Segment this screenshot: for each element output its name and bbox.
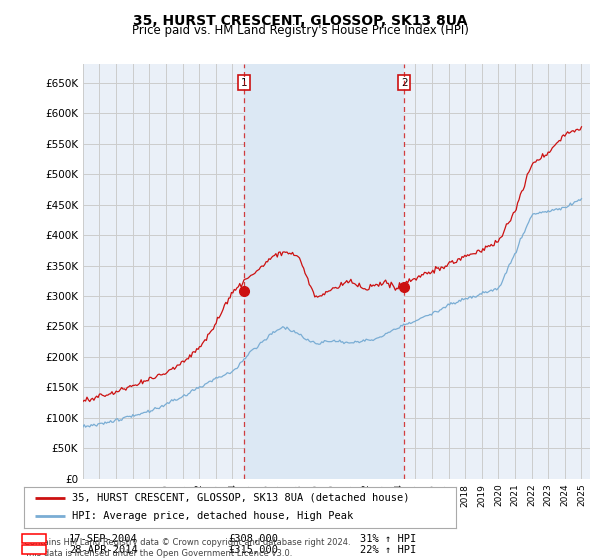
Text: 35, HURST CRESCENT, GLOSSOP, SK13 8UA (detached house): 35, HURST CRESCENT, GLOSSOP, SK13 8UA (d… (71, 493, 409, 503)
Text: 1: 1 (241, 78, 248, 88)
Text: 17-SEP-2004: 17-SEP-2004 (69, 534, 138, 544)
Text: 2: 2 (401, 78, 407, 88)
Text: HPI: Average price, detached house, High Peak: HPI: Average price, detached house, High… (71, 511, 353, 521)
Text: 1: 1 (31, 534, 38, 544)
Text: 22% ↑ HPI: 22% ↑ HPI (360, 545, 416, 555)
Text: Price paid vs. HM Land Registry's House Price Index (HPI): Price paid vs. HM Land Registry's House … (131, 24, 469, 37)
Text: 28-APR-2014: 28-APR-2014 (69, 545, 138, 555)
Text: £315,000: £315,000 (228, 545, 278, 555)
Text: Contains HM Land Registry data © Crown copyright and database right 2024.
This d: Contains HM Land Registry data © Crown c… (24, 538, 350, 558)
Text: 35, HURST CRESCENT, GLOSSOP, SK13 8UA: 35, HURST CRESCENT, GLOSSOP, SK13 8UA (133, 14, 467, 28)
Text: 31% ↑ HPI: 31% ↑ HPI (360, 534, 416, 544)
Text: £308,000: £308,000 (228, 534, 278, 544)
Text: 2: 2 (31, 545, 38, 555)
Bar (244, 64, 404, 479)
